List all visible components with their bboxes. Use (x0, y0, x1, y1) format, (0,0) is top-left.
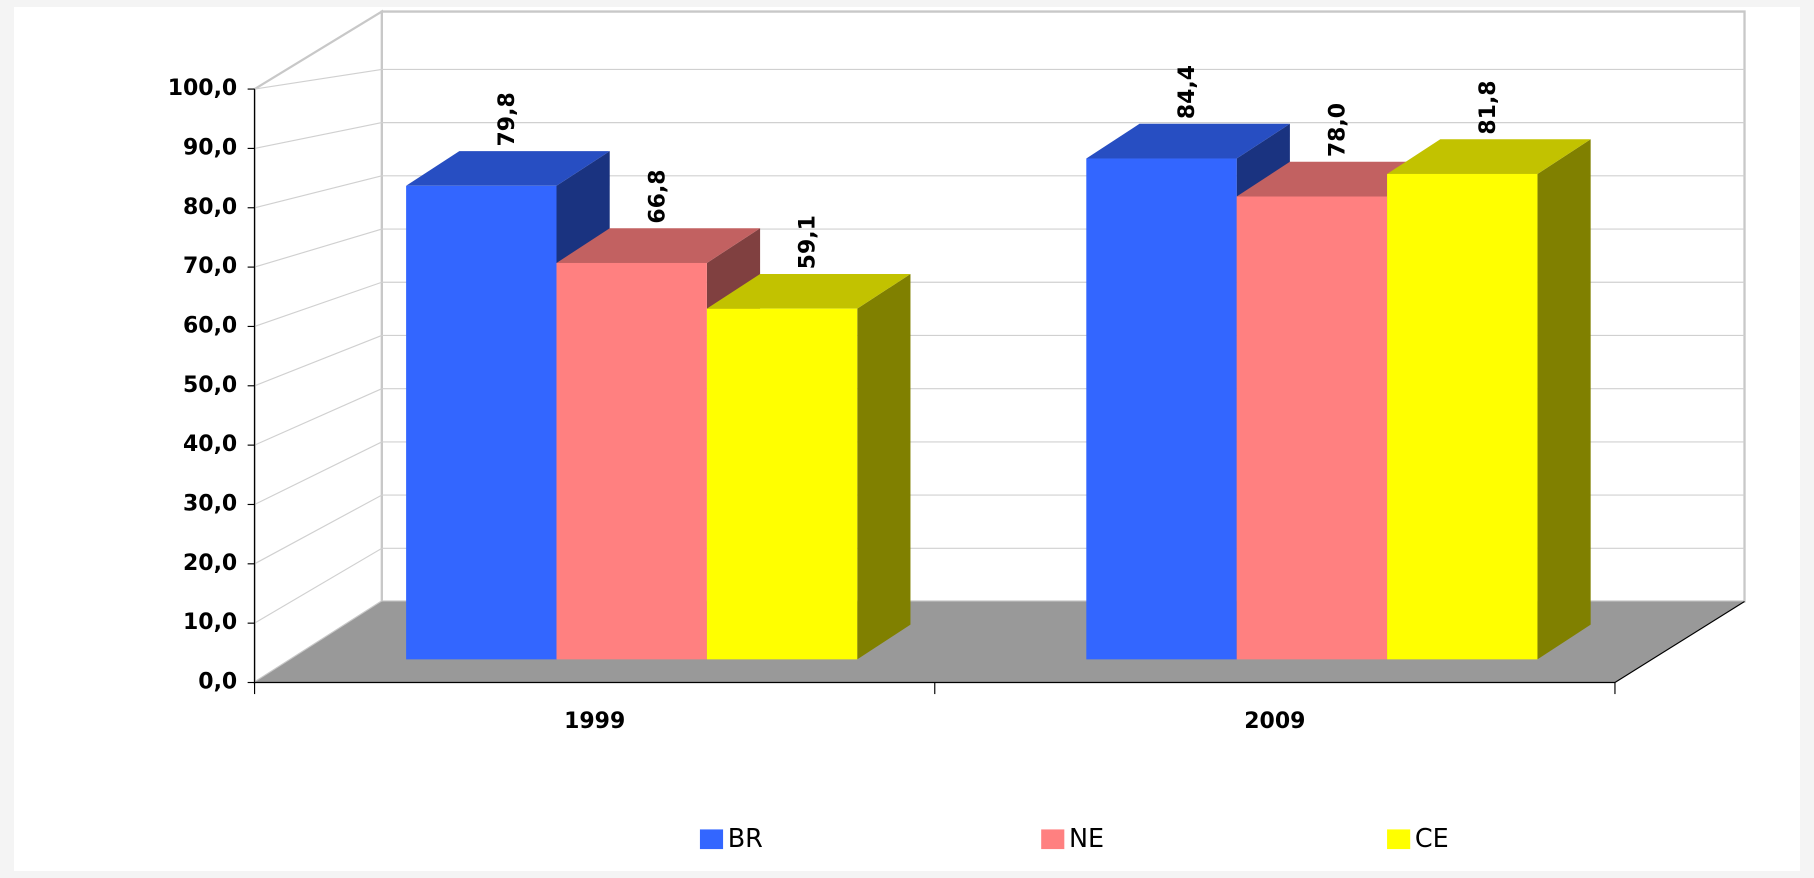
value-label: 78,0 (1325, 103, 1350, 157)
floor-edge (1614, 601, 1745, 683)
grid-line (254, 547, 383, 624)
legend-label: BR (728, 823, 763, 853)
y-tick-label: 50,0 (183, 373, 237, 398)
bar-side (857, 273, 911, 660)
grid-line (254, 281, 383, 327)
bar-top (1086, 123, 1290, 159)
grid-line (254, 175, 382, 209)
side-wall (253, 9, 383, 685)
value-label: 81,8 (1476, 80, 1501, 134)
value-label: 79,8 (495, 92, 520, 146)
bar-top (406, 151, 610, 186)
bar (706, 273, 911, 660)
bars (406, 123, 1591, 660)
grid-line (254, 228, 382, 268)
bar-front (1236, 196, 1388, 660)
legend-label: NE (1069, 823, 1104, 853)
y-tick-label: 10,0 (183, 610, 237, 635)
x-tick-label: 2009 (1244, 709, 1305, 734)
x-tick-label: 1999 (564, 709, 625, 734)
y-tick-label: 60,0 (183, 313, 237, 338)
bar-top (556, 228, 761, 263)
y-tick-label: 100,0 (168, 76, 238, 101)
y-tick-label: 90,0 (183, 135, 237, 160)
bar-top (1387, 139, 1591, 174)
bar (1387, 139, 1591, 660)
legend-swatch (1387, 829, 1411, 850)
y-tick-label: 20,0 (183, 551, 237, 576)
labels: 0,0 10,0 20,0 30,0 40,0 50,0 60,0 70,0 80,0 90,0 1… (168, 65, 1616, 853)
grid-line (254, 122, 382, 149)
bar-front (1387, 173, 1538, 660)
grid-line (254, 68, 382, 90)
grid-line (254, 388, 383, 446)
legend-swatch (1041, 829, 1065, 850)
bar-top (706, 273, 911, 309)
y-tick-label: 80,0 (183, 195, 237, 220)
y-tick-label: 0,0 (198, 670, 237, 695)
bar-front (556, 262, 707, 660)
y-tick-label: 30,0 (183, 491, 237, 516)
y-tick-label: 70,0 (183, 254, 237, 279)
legend-swatch (699, 829, 724, 850)
grid-line (254, 494, 383, 565)
bar-front (1086, 158, 1237, 660)
bar-side (1537, 139, 1591, 660)
grid-line (254, 334, 383, 387)
grid-line (254, 441, 383, 505)
value-label: 84,4 (1175, 65, 1200, 119)
value-label: 66,8 (645, 169, 670, 223)
y-tick-label: 40,0 (183, 432, 237, 457)
bar-front (706, 308, 858, 660)
value-label: 59,1 (796, 215, 821, 269)
legend-label: CE (1415, 823, 1449, 853)
bar-front (406, 185, 557, 660)
